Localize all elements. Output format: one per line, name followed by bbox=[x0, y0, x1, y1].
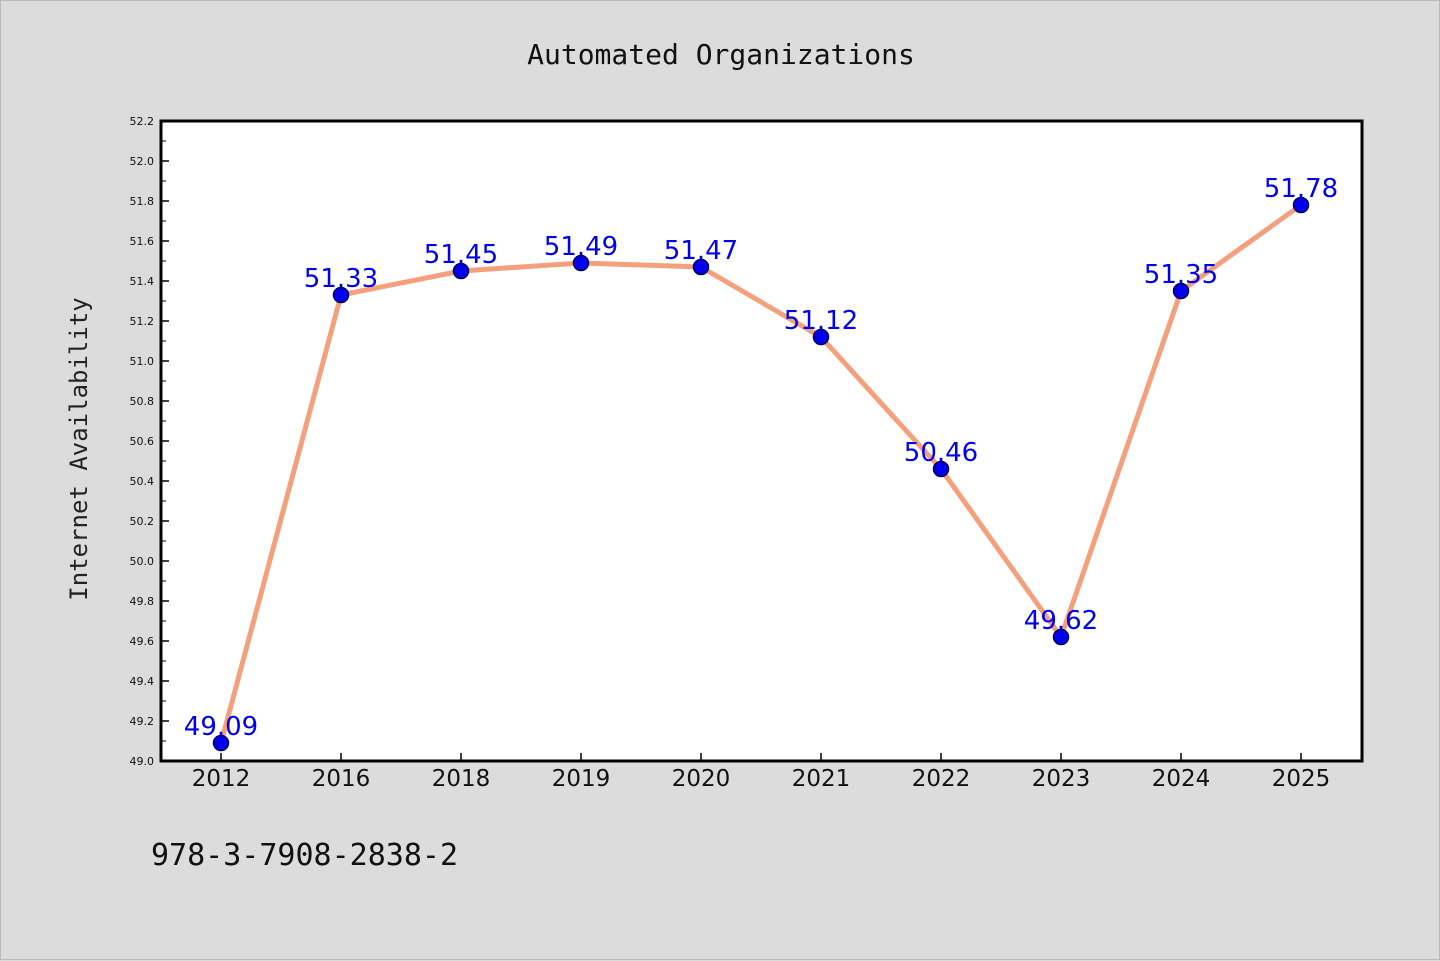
data-label: 51.12 bbox=[784, 306, 858, 336]
y-tick-label: 49.6 bbox=[130, 635, 155, 648]
y-tick-label: 51.6 bbox=[130, 235, 155, 248]
data-point bbox=[332, 286, 350, 304]
y-tick-label: 49.2 bbox=[130, 715, 155, 728]
y-tick-label: 50.6 bbox=[130, 435, 155, 448]
y-tick-label: 50.8 bbox=[130, 395, 155, 408]
y-tick-label: 50.2 bbox=[130, 515, 155, 528]
y-axis-label: Internet Availability bbox=[65, 297, 93, 600]
data-point bbox=[812, 328, 830, 346]
data-point bbox=[1172, 282, 1190, 300]
data-label: 51.35 bbox=[1144, 260, 1218, 290]
y-tick-label: 51.4 bbox=[130, 275, 155, 288]
x-axis-ticks: 2012 2016 2018 2019 2020 2021 2022 2023 2024 2025 bbox=[192, 753, 1331, 792]
x-tick-label: 2018 bbox=[432, 766, 491, 792]
y-tick-label: 49.8 bbox=[130, 595, 155, 608]
data-labels: 49.09 51.33 51.45 51.49 51.47 51.12 50.46 49.62… bbox=[184, 174, 1338, 742]
y-tick-label: 51.0 bbox=[130, 355, 155, 368]
x-tick-label: 2025 bbox=[1272, 766, 1331, 792]
y-tick-label: 49.0 bbox=[130, 755, 155, 768]
data-point bbox=[212, 734, 230, 752]
data-point bbox=[1052, 628, 1070, 646]
y-tick-label: 49.4 bbox=[130, 675, 155, 688]
y-tick-label: 52.0 bbox=[130, 155, 155, 168]
series-line bbox=[218, 202, 1304, 746]
data-point bbox=[692, 258, 710, 276]
data-point bbox=[452, 262, 470, 280]
x-tick-label: 2020 bbox=[672, 766, 731, 792]
data-point bbox=[932, 460, 950, 478]
data-point bbox=[1292, 196, 1310, 214]
x-tick-label: 2023 bbox=[1032, 766, 1091, 792]
data-markers bbox=[212, 196, 1310, 752]
data-label: 51.45 bbox=[424, 240, 498, 270]
chart-title: Automated Organizations bbox=[527, 38, 915, 71]
x-tick-label: 2024 bbox=[1152, 766, 1211, 792]
x-tick-label: 2021 bbox=[792, 766, 851, 792]
y-tick-label: 51.2 bbox=[130, 315, 155, 328]
data-label: 51.33 bbox=[304, 264, 378, 294]
data-label: 49.62 bbox=[1024, 606, 1098, 636]
footer-isbn-text: 978-3-7908-2838-2 bbox=[151, 838, 458, 873]
x-tick-label: 2022 bbox=[912, 766, 971, 792]
x-tick-label: 2016 bbox=[312, 766, 371, 792]
x-tick-label: 2019 bbox=[552, 766, 611, 792]
y-axis-ticks: 49.0 49.2 49.4 49.6 49.8 50.0 50.2 50.4 50.6 50.8… bbox=[130, 115, 169, 768]
x-tick-label: 2012 bbox=[192, 766, 251, 792]
data-label: 51.47 bbox=[664, 236, 738, 266]
data-label: 51.49 bbox=[544, 232, 618, 262]
plot-area bbox=[159, 119, 1364, 763]
y-tick-label: 51.8 bbox=[130, 195, 155, 208]
data-label: 50.46 bbox=[904, 438, 978, 468]
data-point bbox=[572, 254, 590, 272]
data-label: 49.09 bbox=[184, 712, 258, 742]
y-tick-label: 50.4 bbox=[130, 475, 155, 488]
y-tick-label: 50.0 bbox=[130, 555, 155, 568]
y-tick-label: 52.2 bbox=[130, 115, 155, 128]
data-label: 51.78 bbox=[1264, 174, 1338, 204]
